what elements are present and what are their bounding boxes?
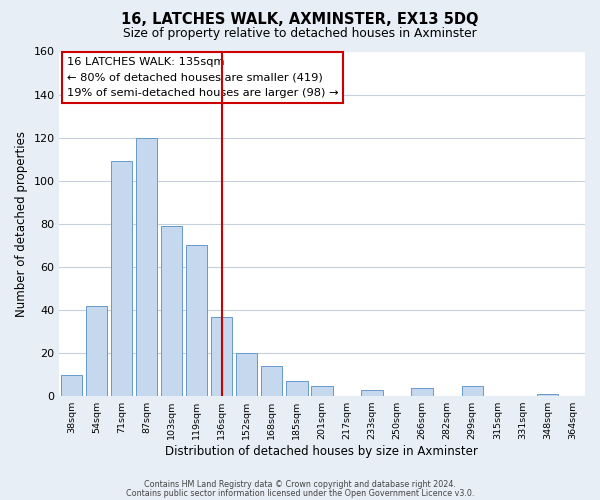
Bar [186, 246, 207, 396]
Text: Contains public sector information licensed under the Open Government Licence v3: Contains public sector information licen… [126, 488, 474, 498]
Bar [211, 316, 232, 396]
Bar [412, 388, 433, 396]
Bar [161, 226, 182, 396]
Bar [136, 138, 157, 396]
Y-axis label: Number of detached properties: Number of detached properties [15, 131, 28, 317]
Bar [261, 366, 283, 396]
Bar [86, 306, 107, 396]
Bar [537, 394, 558, 396]
Bar [111, 162, 132, 396]
Text: 16 LATCHES WALK: 135sqm
← 80% of detached houses are smaller (419)
19% of semi-d: 16 LATCHES WALK: 135sqm ← 80% of detache… [67, 56, 338, 98]
Text: Contains HM Land Registry data © Crown copyright and database right 2024.: Contains HM Land Registry data © Crown c… [144, 480, 456, 489]
Bar [461, 386, 483, 396]
Bar [286, 381, 308, 396]
Text: Size of property relative to detached houses in Axminster: Size of property relative to detached ho… [123, 28, 477, 40]
X-axis label: Distribution of detached houses by size in Axminster: Distribution of detached houses by size … [166, 444, 478, 458]
Bar [236, 353, 257, 397]
Text: 16, LATCHES WALK, AXMINSTER, EX13 5DQ: 16, LATCHES WALK, AXMINSTER, EX13 5DQ [121, 12, 479, 28]
Bar [311, 386, 332, 396]
Bar [61, 374, 82, 396]
Bar [361, 390, 383, 396]
